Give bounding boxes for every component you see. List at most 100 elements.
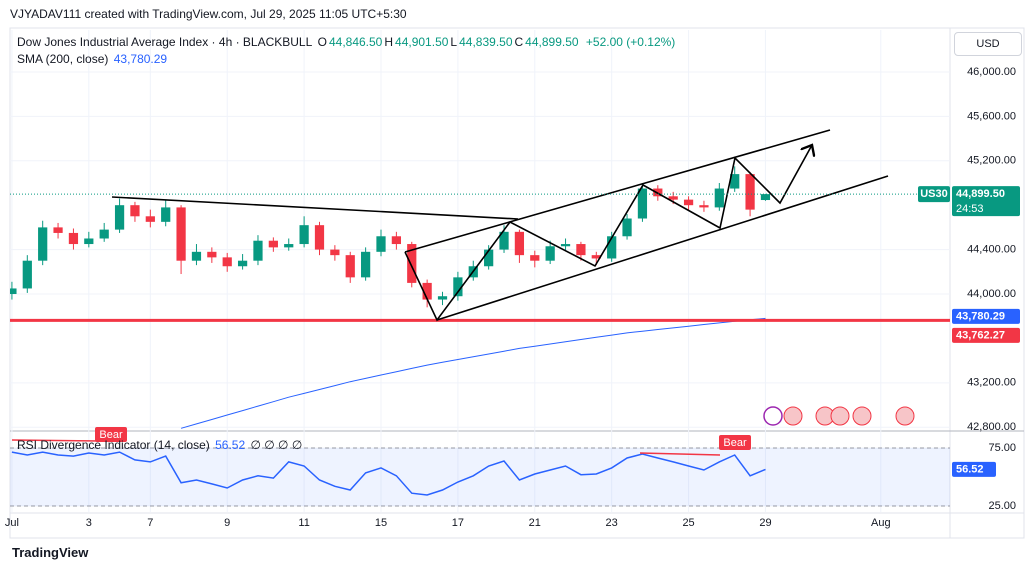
- x-tick-label: Aug: [871, 517, 891, 529]
- ohlc-key: C: [514, 35, 524, 49]
- symbol-legend: Dow Jones Industrial Average Index · 4h …: [17, 35, 677, 49]
- candle-body: [714, 188, 724, 208]
- sma-badge-bg: [952, 308, 1020, 324]
- candle-body: [376, 236, 386, 252]
- drawings: [111, 129, 889, 322]
- divergence-line: [639, 452, 721, 456]
- annotation: Bear: [723, 437, 747, 449]
- candle-body: [683, 199, 694, 206]
- x-tick-label: 7: [147, 517, 153, 529]
- x-tick-label: 29: [759, 517, 771, 529]
- rsi-title: RSI Divergence Indicator (14, close): [17, 438, 210, 452]
- x-tick-label: 9: [224, 517, 230, 529]
- candle-body: [514, 231, 525, 256]
- candle-body: [268, 240, 278, 248]
- candle-body: [10, 288, 17, 295]
- x-tick-label: 11: [298, 517, 309, 529]
- candle-body: [284, 244, 294, 248]
- candle-body: [22, 260, 32, 289]
- event-icon: [895, 406, 915, 426]
- rsi-line: [11, 451, 766, 496]
- last-price-badge: 44,899.50: [956, 188, 1005, 200]
- candle-body: [161, 207, 171, 222]
- change: +52.00 (+0.12%): [585, 35, 676, 49]
- candle-body: [345, 255, 355, 278]
- x-tick-label: 17: [452, 517, 464, 529]
- candle-body: [68, 232, 79, 245]
- brand-text: TradingView: [12, 545, 89, 560]
- rsi-band: [10, 447, 950, 507]
- candle-body: [191, 251, 202, 261]
- ohlc: O 44,846.50 H 44,901.50 L 44,839.50 C 44,899.50: [318, 35, 581, 49]
- sma-line: [180, 317, 766, 429]
- event-icon: [852, 406, 872, 426]
- candle-body: [361, 251, 371, 278]
- x-tick-label: 3: [86, 517, 92, 529]
- zigzag-path: [404, 145, 812, 322]
- candle-body: [622, 218, 632, 237]
- y-tick-label: 25.00: [988, 500, 1016, 512]
- candle-body: [299, 225, 309, 245]
- currency-button[interactable]: USD: [954, 32, 1022, 56]
- sma-title: SMA (200, close): [17, 52, 109, 66]
- channel-upper: [404, 129, 831, 253]
- chart-frame: [9, 27, 1025, 539]
- rsi-band-fill: [10, 448, 950, 506]
- candle-body: [484, 249, 494, 267]
- ohlc-value: 44,899.50: [525, 35, 579, 49]
- rsi-pane: [11, 451, 766, 496]
- candle-body: [130, 205, 140, 217]
- candle-body: [407, 244, 417, 283]
- candle-body: [453, 277, 463, 297]
- rsi-badge-bg: [952, 461, 996, 477]
- candle-body: [668, 196, 678, 200]
- event-icon: [783, 406, 803, 426]
- candle-body: [391, 236, 401, 245]
- candle-body: [730, 174, 740, 189]
- y-tick-label: 45,600.00: [967, 110, 1016, 122]
- x-tick-label: 25: [682, 517, 694, 529]
- candle-body: [499, 231, 509, 250]
- ohlc-key: H: [384, 35, 394, 49]
- candle-body: [114, 205, 125, 230]
- candle-body: [53, 227, 63, 233]
- rsi-badge: 56.52: [956, 463, 984, 475]
- symbol-title: Dow Jones Industrial Average Index · 4h …: [17, 35, 313, 49]
- candle-body: [99, 229, 109, 239]
- symbol-badge-bg: [918, 186, 950, 203]
- rsi-extra: ∅ ∅ ∅ ∅: [250, 438, 303, 452]
- candle-body: [207, 251, 217, 258]
- x-tick-label: 15: [375, 517, 387, 529]
- symbol-badge: US30: [920, 188, 948, 200]
- hline-badge-bg: [952, 327, 1020, 343]
- annotation-bg: [719, 435, 751, 450]
- countdown: 24:53: [956, 203, 984, 215]
- y-tick-label: 44,000.00: [967, 288, 1016, 300]
- sma-value: 43,780.29: [113, 52, 168, 66]
- candle-body: [237, 260, 248, 267]
- candle-body: [560, 244, 571, 247]
- x-tick-label: 23: [606, 517, 618, 529]
- candle-body: [637, 188, 648, 219]
- candle-body: [422, 282, 432, 300]
- badges: US30 44,899.50 24:53 43,780.29 43,762.27 56.5…: [10, 186, 1020, 477]
- candle-body: [576, 244, 586, 256]
- divergence-lines: [11, 439, 721, 456]
- candle-body: [545, 246, 555, 261]
- brand: TradingView: [12, 545, 88, 560]
- candle-body: [84, 238, 94, 245]
- axes: 42,800.00 43,200.00 44,000.00 44,400.00 45,2…: [5, 66, 1016, 529]
- rsi-value: 56.52: [215, 438, 246, 452]
- candle-body: [591, 255, 601, 259]
- event-icons: [763, 406, 915, 426]
- candle-body: [330, 249, 340, 256]
- ohlc-key: O: [317, 35, 327, 49]
- candle-body: [437, 296, 448, 300]
- ohlc-value: 44,839.50: [459, 35, 513, 49]
- y-tick-label: 43,200.00: [967, 377, 1016, 389]
- trend-line: [111, 196, 519, 220]
- sma-badge: 43,780.29: [956, 310, 1005, 322]
- event-icon: [830, 406, 850, 426]
